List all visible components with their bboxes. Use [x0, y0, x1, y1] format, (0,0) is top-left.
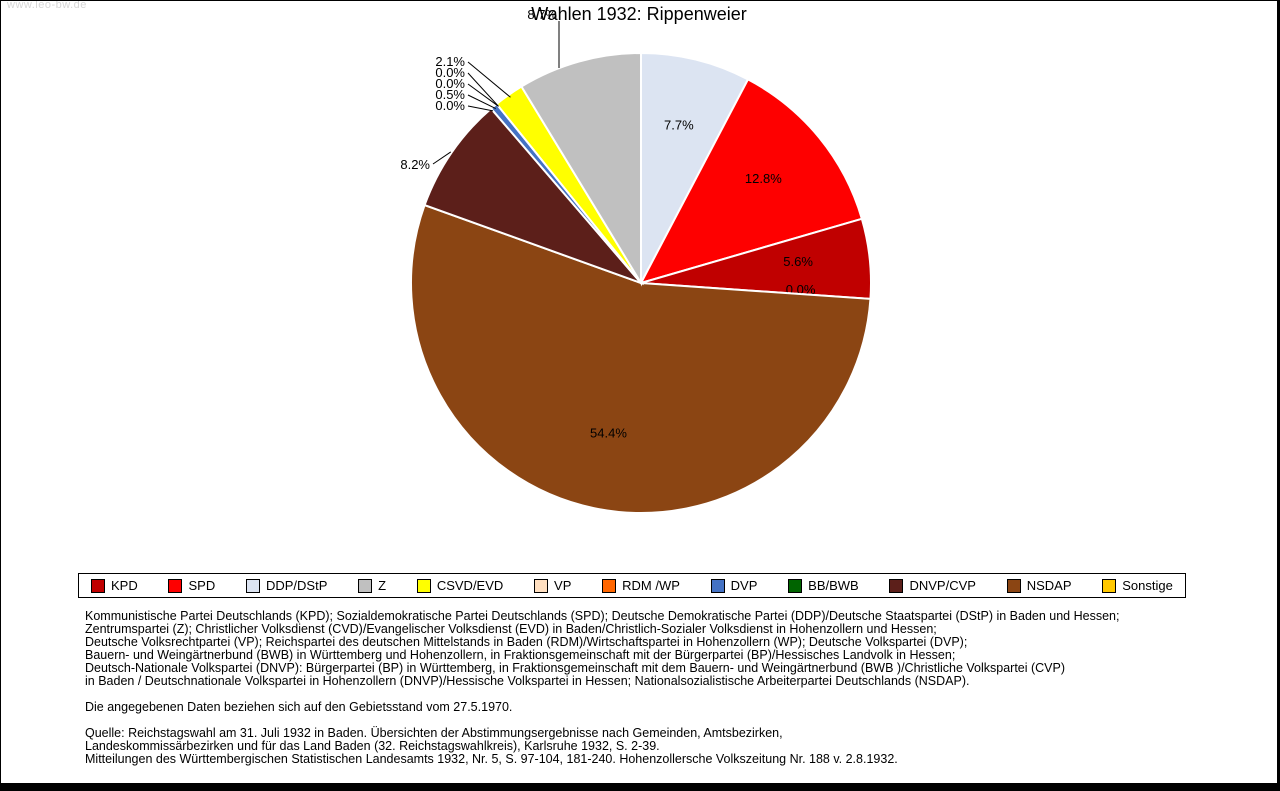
pie-percent-label: 12.8%: [745, 171, 782, 186]
label-leader-line: [467, 83, 499, 107]
legend-label: Z: [378, 578, 387, 593]
pie-slice-nsdap: [410, 203, 872, 514]
legend-color-swatch: [91, 578, 105, 593]
note-line: Mitteilungen des Württembergischen Stati…: [85, 752, 898, 766]
legend-item-spd: SPD: [168, 578, 215, 593]
legend-item-vp: VP: [534, 578, 571, 593]
legend-color-swatch: [358, 578, 373, 593]
legend-item-dvp: DVP: [710, 578, 758, 593]
legend-color-swatch: [602, 578, 617, 593]
legend-item-ddp-dstp: DDP/DStP: [245, 578, 328, 593]
pie-percent-label: 54.4%: [590, 426, 627, 441]
pie-slice-dnvp-cvp: [423, 107, 645, 286]
pie-slice-ddp-dstp: [640, 51, 750, 284]
pie-percent-label: 0.5%: [435, 87, 465, 102]
note-line: Landeskommissärbezirken und für das Land…: [85, 739, 660, 753]
note-line: Die angegebenen Daten beziehen sich auf …: [85, 700, 513, 714]
legend-label: VP: [554, 578, 572, 593]
pie-slice-z: [520, 51, 642, 287]
note-line: Kommunistische Partei Deutschlands (KPD)…: [85, 609, 1120, 623]
note-line: Deutsch-Nationale Volkspartei (DNVP): Bü…: [85, 661, 1066, 675]
legend-item-bb-bwb: BB/BWB: [788, 578, 859, 593]
legend-color-swatch: [416, 578, 431, 593]
chart-title: Wahlen 1932: Rippenweier: [531, 4, 747, 24]
pie-percent-label: 0.0%: [435, 76, 465, 91]
legend-color-swatch: [889, 578, 904, 593]
legend-color-swatch: [1102, 578, 1117, 593]
legend-label: DDP/DStP: [265, 578, 328, 593]
legend-item-kpd: KPD: [91, 578, 138, 593]
legend: KPD SPD DDP/DStP Z CSVD/EVD VP RDM /WP DVP BB/BW…: [78, 573, 1186, 598]
legend-label: KPD: [111, 578, 138, 593]
legend-color-swatch: [1006, 578, 1021, 593]
note-line: Quelle: Reichstagswahl am 31. Juli 1932 …: [85, 726, 783, 740]
legend-color-swatch: [245, 578, 260, 593]
pie-percent-label: 5.6%: [783, 254, 813, 269]
label-leader-line: [467, 94, 496, 109]
party-abbreviation-notes: Kommunistische Partei Deutschlands (KPD)…: [85, 610, 1119, 688]
legend-item-csvd-evd: CSVD/EVD: [416, 578, 504, 593]
pie-chart: 7.7%12.8%5.6%0.0%54.4%8.2%8.7%2.1%0.0%0.…: [400, 7, 872, 514]
legend-label: RDM /WP: [622, 578, 680, 593]
legend-color-swatch: [788, 578, 803, 593]
legend-label: DNVP/CVP: [909, 578, 976, 593]
legend-item-dnvp-cvp: DNVP/CVP: [889, 578, 976, 593]
note-line: Bauern- und Weingärtnerbund (BWB) in Wür…: [85, 648, 956, 662]
legend-item-z: Z: [358, 578, 386, 593]
legend-label: DVP: [730, 578, 758, 593]
pie-percent-label: 8.7%: [527, 7, 557, 22]
legend-color-swatch: [534, 578, 549, 593]
pie-percent-label: 8.2%: [400, 157, 430, 172]
legend-item-rdm-wp: RDM /WP: [602, 578, 680, 593]
legend-label: NSDAP: [1026, 578, 1072, 593]
note-line: in Baden / Deutschnationale Volkspartei …: [85, 674, 970, 688]
legend-item-sonstige: Sonstige: [1102, 578, 1173, 593]
legend-label: Sonstige: [1122, 578, 1173, 593]
legend-label: CSVD/EVD: [436, 578, 504, 593]
note-line: Zentrumspartei (Z); Christlicher Volksdi…: [85, 622, 937, 636]
label-leader-line: [467, 61, 511, 98]
legend-color-swatch: [168, 578, 183, 593]
legend-color-swatch: [710, 578, 725, 593]
pie-percent-label: 0.0%: [435, 98, 465, 113]
pie-percent-label: 7.7%: [664, 118, 694, 133]
label-leader-line: [467, 105, 494, 112]
label-leader-line: [432, 151, 452, 165]
note-line: Deutsche Volksrechtpartei (VP); Reichspa…: [85, 635, 968, 649]
pie-slice-spd: [639, 78, 864, 285]
legend-label: BB/BWB: [808, 578, 859, 593]
source-notes: Quelle: Reichstagswahl am 31. Juli 1932 …: [85, 727, 898, 766]
legend-label: SPD: [188, 578, 216, 593]
pie-percent-label: 2.1%: [435, 54, 465, 69]
watermark: www.leo-bw.de: [7, 0, 87, 11]
legend-item-nsdap: NSDAP: [1006, 578, 1072, 593]
territorial-status-note: Die angegebenen Daten beziehen sich auf …: [85, 701, 512, 714]
label-leader-line: [467, 72, 499, 107]
pie-percent-label: 0.0%: [435, 65, 465, 80]
